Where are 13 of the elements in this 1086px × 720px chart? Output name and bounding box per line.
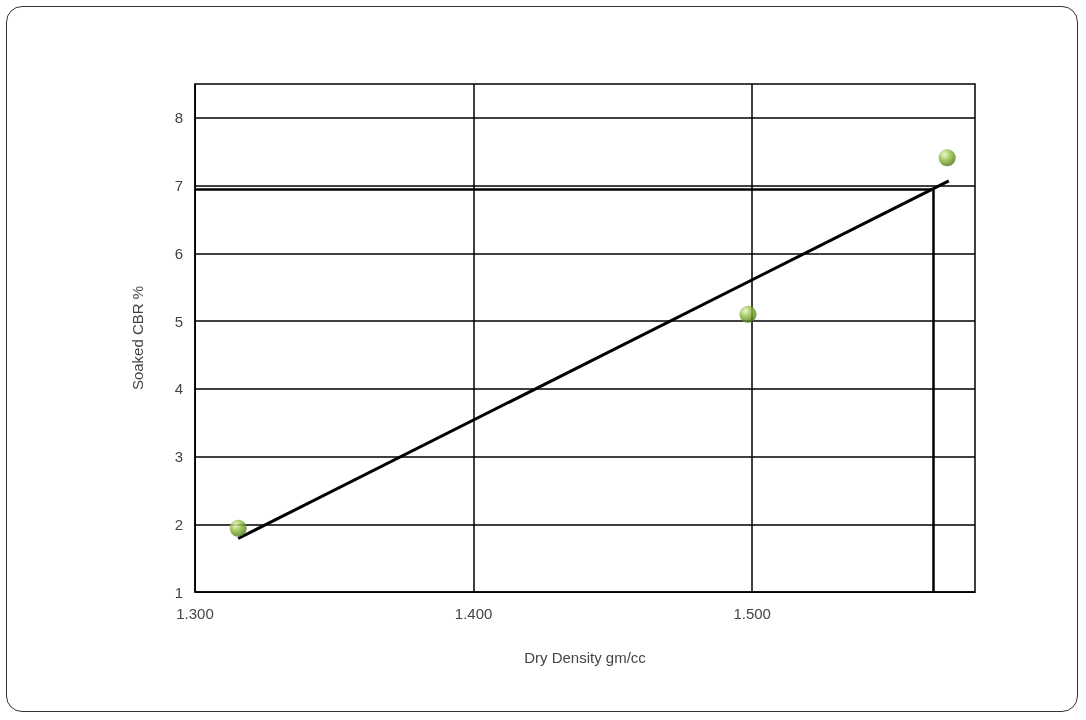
x-axis-title: Dry Density gm/cc xyxy=(524,649,647,666)
y-tick-label: 3 xyxy=(174,448,183,466)
x-tick-label: 1.500 xyxy=(733,605,771,622)
y-tick-label: 2 xyxy=(174,515,183,533)
y-tick-label: 4 xyxy=(174,380,183,398)
y-tick-label: 5 xyxy=(174,312,183,330)
x-tick-label: 1.400 xyxy=(454,605,493,622)
x-tick-label: 1.300 xyxy=(176,605,214,622)
y-tick-label: 1 xyxy=(174,583,183,601)
y-tick-label: 6 xyxy=(174,244,183,262)
y-tick-label: 7 xyxy=(174,177,183,195)
y-tick-label: 8 xyxy=(174,109,183,127)
y-axis-title: Soaked CBR % xyxy=(129,285,146,391)
